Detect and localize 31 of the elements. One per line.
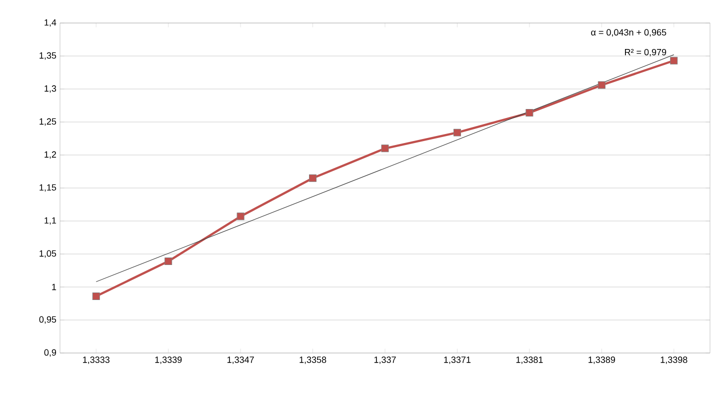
x-tick-label: 1,3339 [155, 356, 182, 364]
x-tick-label: 1,3358 [300, 356, 326, 364]
point [453, 128, 461, 136]
point [164, 258, 172, 266]
annotation: α = 0,043n + 0,965 [591, 29, 666, 37]
x-tick-label: 1,337 [374, 356, 396, 364]
y-tick-label: 1,3 [44, 85, 56, 93]
x-tick-label: 1,3389 [588, 356, 615, 364]
point [598, 81, 606, 89]
y-tick-label: 1,1 [44, 217, 56, 225]
point [309, 174, 317, 182]
x-tick-label: 1,3333 [83, 356, 110, 364]
y-tick-label: 1 [52, 284, 56, 290]
annotation: R² = 0,979 [625, 48, 666, 56]
x-tick-label: 1,3398 [660, 356, 688, 364]
x-tick-label: 1,3347 [227, 356, 254, 364]
y-tick-label: 1,15 [40, 184, 56, 192]
point [526, 109, 534, 117]
point [381, 144, 389, 152]
y-tick-label: 1,25 [40, 118, 56, 126]
point [236, 212, 244, 220]
point [92, 292, 100, 300]
y-tick-label: 0,9 [44, 349, 56, 357]
y-tick-label: 1,4 [44, 19, 56, 27]
y-tick-label: 1,2 [44, 151, 56, 159]
y-tick-label: 1,35 [40, 52, 56, 60]
x-tick-label: 1,3371 [444, 356, 471, 364]
point [670, 56, 678, 64]
y-tick-label: 0,95 [39, 316, 56, 324]
y-tick-label: 1,05 [40, 250, 56, 258]
x-tick-label: 1,3381 [516, 356, 543, 364]
